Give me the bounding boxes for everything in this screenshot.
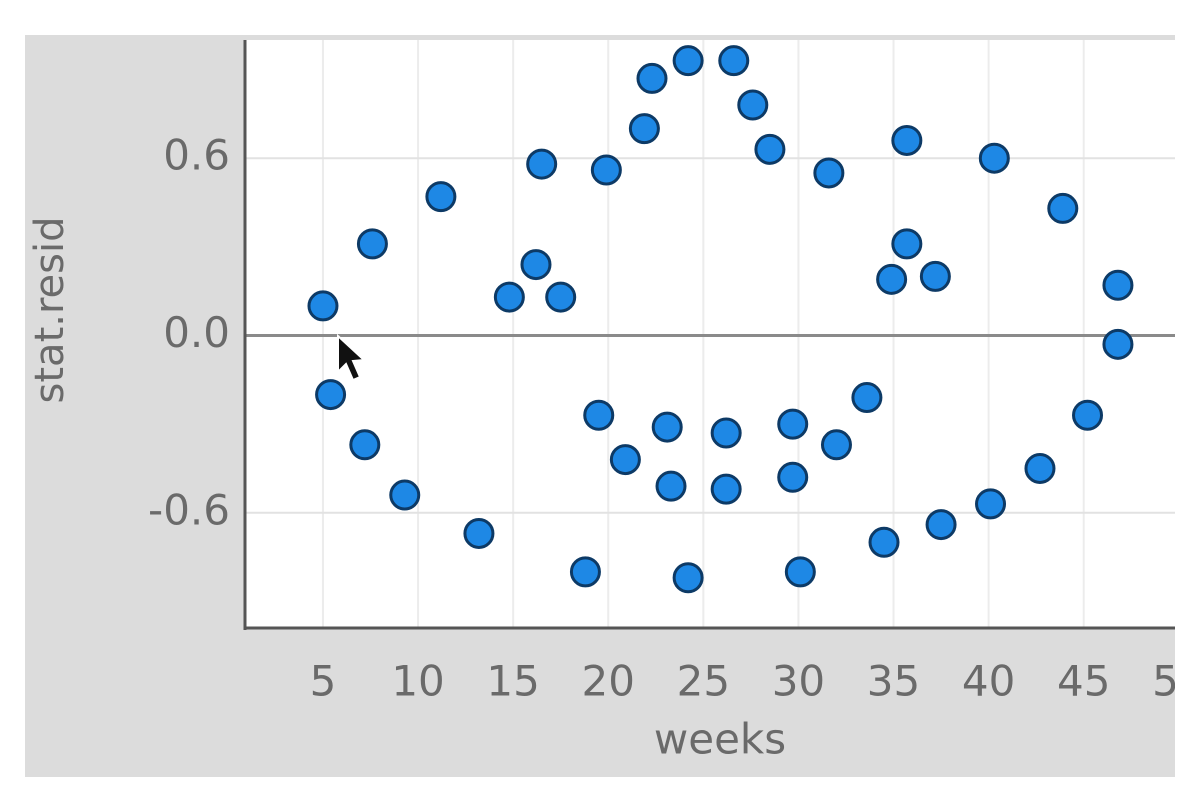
- point: [1072, 399, 1104, 431]
- point: [891, 124, 923, 156]
- x-axis-label: weeks: [654, 715, 786, 764]
- points: [307, 45, 1134, 594]
- point: [777, 461, 809, 493]
- point: [820, 429, 852, 461]
- y-tick-label: -0.6: [148, 485, 230, 534]
- x-tick-label: 50: [1152, 657, 1200, 706]
- point: [1102, 328, 1134, 360]
- point: [1024, 452, 1056, 484]
- point: [1047, 192, 1079, 224]
- x-tick-label: 25: [677, 657, 730, 706]
- point: [520, 249, 552, 281]
- point: [737, 89, 769, 121]
- x-tick-label: 5: [310, 657, 337, 706]
- x-tick-label: 40: [962, 657, 1015, 706]
- x-tick-label: 30: [772, 657, 825, 706]
- x-tick-label: 35: [867, 657, 920, 706]
- point: [754, 133, 786, 165]
- point: [876, 263, 908, 295]
- point: [672, 562, 704, 594]
- point: [569, 556, 601, 588]
- point: [978, 142, 1010, 174]
- x-tick-label: 10: [391, 657, 444, 706]
- point: [672, 45, 704, 77]
- point: [1102, 269, 1134, 301]
- point: [463, 517, 495, 549]
- point: [710, 473, 742, 505]
- mouse-cursor: [337, 333, 367, 382]
- tick-labels: 5 10 15 20 25 30 35 40 45 50 -0.6 0.0 0.6: [148, 131, 1200, 706]
- point: [636, 62, 668, 94]
- point: [526, 148, 558, 180]
- point: [655, 470, 687, 502]
- point: [307, 290, 339, 322]
- x-tick-label: 15: [486, 657, 539, 706]
- point: [925, 509, 957, 541]
- point: [545, 281, 577, 313]
- point: [710, 417, 742, 449]
- point: [975, 488, 1007, 520]
- point: [583, 399, 615, 431]
- x-tick-label: 45: [1057, 657, 1110, 706]
- point: [590, 154, 622, 186]
- point: [851, 382, 883, 414]
- point: [628, 113, 660, 145]
- point: [315, 379, 347, 411]
- point: [777, 408, 809, 440]
- point: [349, 429, 381, 461]
- x-tick-label: 20: [582, 657, 635, 706]
- point: [389, 479, 421, 511]
- point: [425, 181, 457, 213]
- point: [609, 444, 641, 476]
- point: [868, 526, 900, 558]
- point: [493, 281, 525, 313]
- point: [718, 45, 750, 77]
- point: [919, 260, 951, 292]
- point: [891, 228, 923, 260]
- y-tick-label: 0.0: [163, 308, 230, 357]
- point: [784, 556, 816, 588]
- y-tick-label: 0.6: [163, 131, 230, 180]
- point: [651, 411, 683, 443]
- grid: [245, 40, 1175, 628]
- point: [356, 228, 388, 260]
- y-axis-label: stat.resid: [27, 217, 73, 404]
- point: [813, 157, 845, 189]
